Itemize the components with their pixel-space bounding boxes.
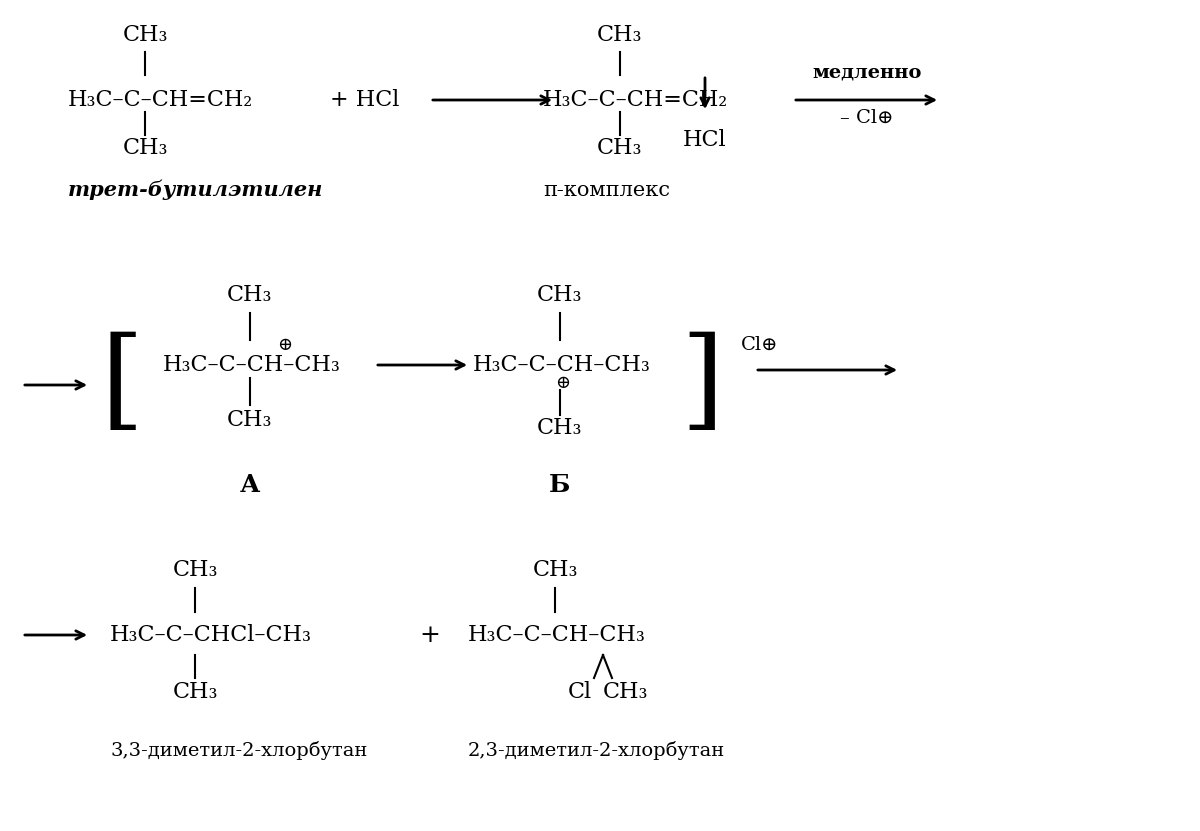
Text: А: А [240,473,260,497]
Text: CH₃: CH₃ [227,409,272,431]
Text: трет-бутилэтилен: трет-бутилэтилен [68,179,323,200]
Text: 2,3-диметил-2-хлорбутан: 2,3-диметил-2-хлорбутан [468,740,725,760]
Text: +: + [420,623,440,647]
Text: H₃C–C–CH–CH₃: H₃C–C–CH–CH₃ [468,624,646,646]
Text: 3,3-диметил-2-хлорбутан: 3,3-диметил-2-хлорбутан [110,740,367,760]
Text: Cl: Cl [568,681,592,703]
Text: CH₃: CH₃ [227,284,272,306]
Text: CH₃: CH₃ [598,137,643,159]
Text: – Cl⊕: – Cl⊕ [840,109,894,127]
Text: H₃C–C–CH=CH₂: H₃C–C–CH=CH₂ [542,89,728,111]
Text: CH₃: CH₃ [598,24,643,46]
Text: CH₃: CH₃ [533,559,577,581]
Text: H₃C–C–CH–CH₃: H₃C–C–CH–CH₃ [163,354,341,376]
Text: CH₃: CH₃ [122,137,168,159]
Text: Cl⊕: Cl⊕ [742,336,779,354]
Text: медленно: медленно [812,63,922,81]
Text: CH₃: CH₃ [538,284,583,306]
Text: CH₃: CH₃ [538,417,583,439]
Text: Б: Б [550,473,571,497]
Text: π-комплекс: π-комплекс [542,180,670,199]
Text: CH₃: CH₃ [173,559,217,581]
Text: H₃C–C–CHCl–CH₃: H₃C–C–CHCl–CH₃ [110,624,312,646]
Text: ]: ] [680,332,724,439]
Text: ⊕: ⊕ [277,336,293,354]
Text: [: [ [100,332,143,439]
Text: CH₃: CH₃ [602,681,648,703]
Text: ⊕: ⊕ [556,374,570,392]
Text: CH₃: CH₃ [122,24,168,46]
Text: HCl: HCl [683,129,727,151]
Text: H₃C–C–CH–CH₃: H₃C–C–CH–CH₃ [473,354,650,376]
Text: H₃C–C–CH=CH₂: H₃C–C–CH=CH₂ [68,89,253,111]
Text: CH₃: CH₃ [173,681,217,703]
Text: + HCl: + HCl [330,89,400,111]
